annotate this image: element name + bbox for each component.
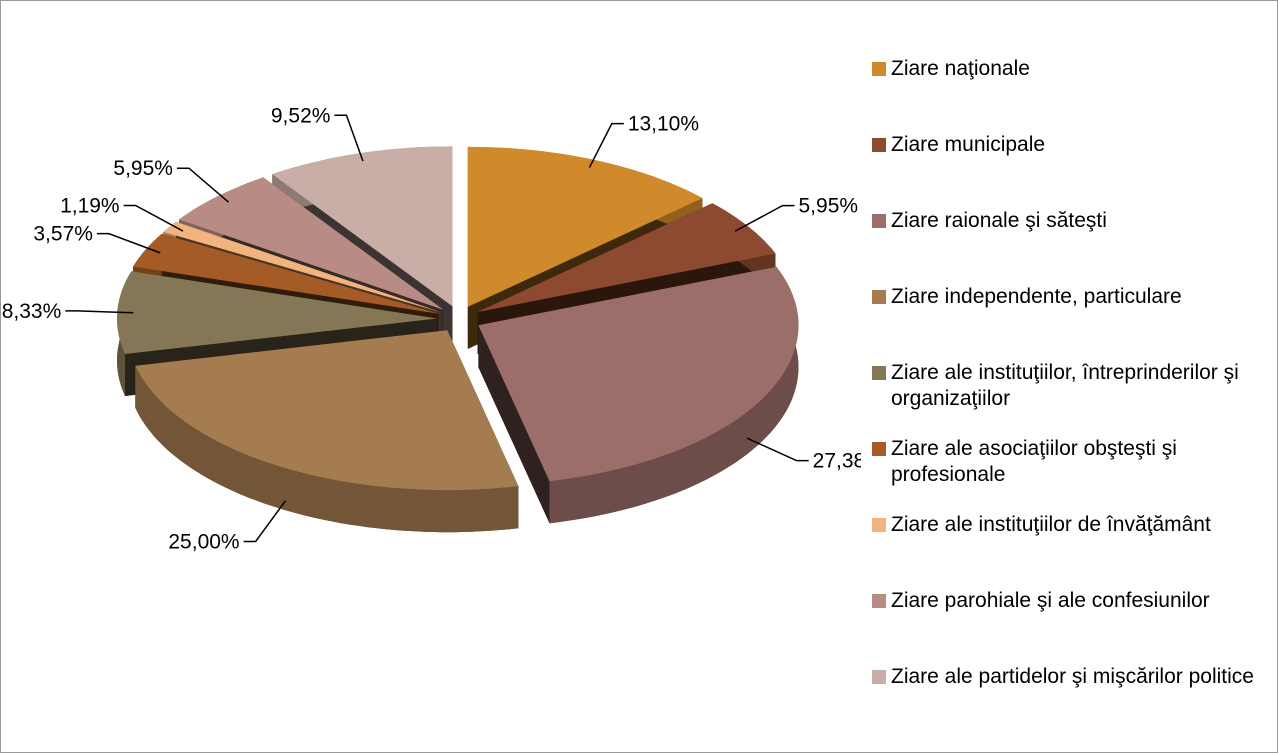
legend-label: Ziare parohiale şi ale confesiunilor [891,589,1210,612]
data-label: 13,10% [628,113,699,136]
leader-line [734,204,795,232]
slice [117,271,437,354]
legend-label: Ziare municipale [891,133,1046,156]
slice-side [478,325,550,524]
slice [133,233,439,314]
legend-item: Ziare ale instituţiilor, întreprinderilo… [869,360,1269,436]
legend-label: Ziare ale instituţiilor de învăţământ [891,513,1211,536]
legend-item: Ziare raionale şi săteşti [869,208,1269,284]
legend: Ziare naţionale Ziare municipale Ziare rai… [869,56,1269,740]
data-label: 3,57% [33,223,93,246]
legend-swatch [872,518,886,532]
legend-label: Ziare naţionale [891,57,1030,80]
data-label: 5,95% [799,195,859,218]
legend-item: Ziare ale asociaţiilor obşteşti şi profe… [869,436,1269,512]
legend-label: Ziare raionale şi săteşti [891,209,1107,232]
data-label: 5,95% [113,157,173,180]
data-label: 1,19% [60,195,120,218]
legend-swatch [872,670,886,684]
legend-label: Ziare ale asociaţiilor obşteşti şi profe… [891,437,1177,486]
legend-swatch [872,366,886,380]
legend-label: Ziare independente, particulare [891,285,1182,308]
leader-line [243,500,287,543]
legend-swatch [872,214,886,228]
leader-line [334,114,364,162]
slice-group [135,330,519,533]
leader-line [176,167,230,203]
legend-swatch [872,290,886,304]
data-label: 27,38% [813,450,861,473]
slice [272,146,453,307]
slice-group [478,266,799,524]
legend-swatch [872,442,886,456]
legend-label: Ziare ale partidelor şi mişcărilor polit… [891,665,1254,688]
leader-line [65,310,134,314]
pie-area: 13,10% 5,95% 27,38% 25,00% 8,33% 3,57% 1,19% 5,… [2,104,884,553]
legend-item: Ziare naţionale [869,56,1269,132]
legend-item: Ziare ale partidelor şi mişcărilor polit… [869,664,1269,740]
slice [179,177,444,310]
slice-side [549,266,799,524]
legend-item: Ziare municipale [869,132,1269,208]
legend-swatch [872,594,886,608]
leader-line [746,437,809,462]
slice [135,330,519,491]
legend-swatch [872,62,886,76]
data-label: 8,33% [2,300,62,323]
legend-item: Ziare independente, particulare [869,284,1269,360]
data-label: 9,52% [271,104,331,127]
leader-line [123,204,184,232]
data-label: 25,00% [168,530,239,553]
slice [478,266,799,482]
legend-item: Ziare ale instituţiilor de învăţământ [869,512,1269,588]
leader-line [588,122,624,168]
leader-line [96,232,161,254]
legend-label: Ziare ale instituţiilor, întreprinderilo… [891,361,1239,410]
slice-side [135,365,519,533]
slice [477,203,776,312]
legend-swatch [872,138,886,152]
slice [467,146,703,307]
slice [163,221,441,312]
legend-item: Ziare parohiale şi ale confesiunilor [869,588,1269,664]
